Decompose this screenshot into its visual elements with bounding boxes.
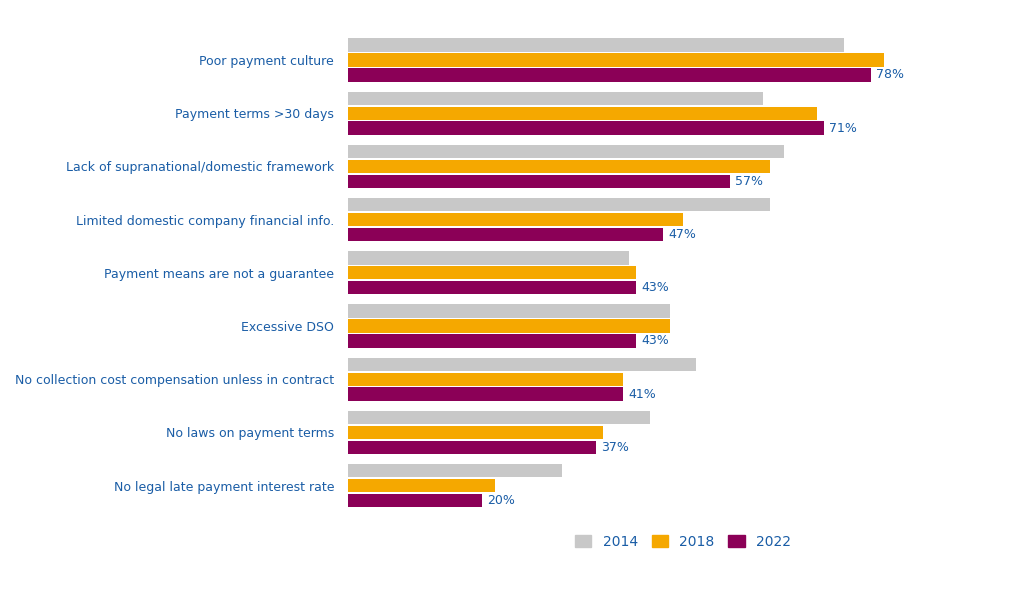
Bar (348, 92, 763, 105)
Bar (348, 494, 482, 507)
Bar (348, 160, 771, 173)
Bar (348, 426, 602, 439)
Bar (348, 281, 636, 294)
Bar (348, 334, 636, 347)
Bar (348, 479, 496, 492)
Text: 78%: 78% (876, 69, 904, 82)
Bar (348, 198, 771, 212)
Bar (348, 372, 623, 386)
Bar (348, 68, 871, 82)
Bar (348, 122, 823, 135)
Text: 43%: 43% (641, 281, 669, 294)
Bar (348, 305, 669, 318)
Text: 41%: 41% (628, 387, 656, 401)
Text: 37%: 37% (601, 441, 629, 454)
Text: 20%: 20% (488, 494, 515, 507)
Text: 57%: 57% (735, 175, 763, 188)
Bar (348, 228, 663, 241)
Bar (348, 107, 817, 120)
Bar (348, 464, 562, 477)
Bar (348, 175, 730, 188)
Bar (348, 319, 669, 333)
Text: 43%: 43% (641, 334, 669, 347)
Bar (348, 213, 683, 226)
Legend: 2014, 2018, 2022: 2014, 2018, 2022 (569, 529, 796, 555)
Bar (348, 440, 596, 454)
Bar (348, 266, 636, 280)
Text: 71%: 71% (829, 122, 857, 135)
Bar (348, 252, 629, 265)
Bar (348, 145, 783, 158)
Bar (348, 53, 884, 67)
Text: 47%: 47% (668, 228, 696, 241)
Bar (348, 358, 696, 371)
Bar (348, 387, 623, 401)
Bar (348, 38, 844, 52)
Bar (348, 411, 650, 424)
